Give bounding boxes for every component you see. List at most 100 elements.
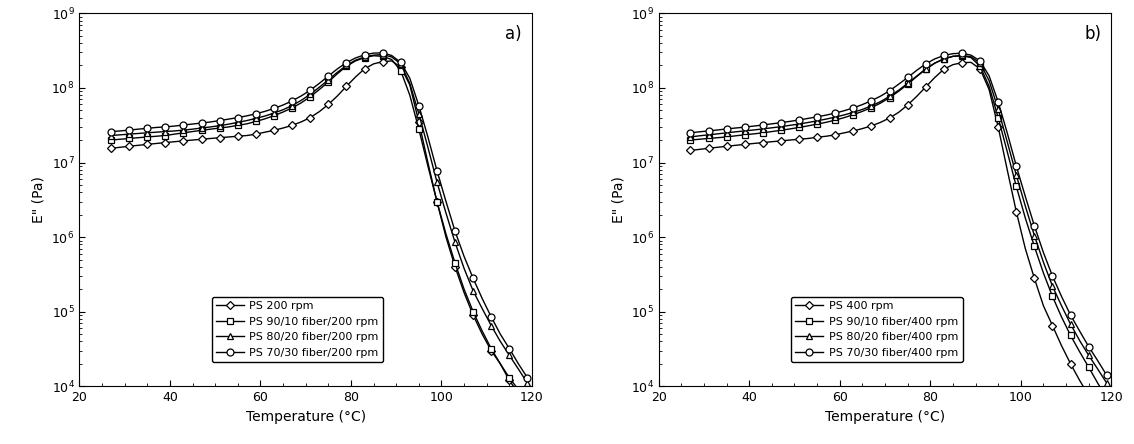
PS 90/10 fiber/200 rpm [204, 127, 218, 132]
PS 80/20 fiber/400 rpm [873, 99, 887, 104]
PS 80/20 fiber/400 rpm [982, 78, 996, 83]
PS 70/30 fiber/200 rpm [339, 60, 353, 65]
PS 80/20 fiber/400 rpm [1046, 283, 1059, 289]
PS 80/20 fiber/400 rpm [811, 118, 824, 123]
PS 80/20 fiber/200 rpm [339, 63, 353, 68]
PS 200 rpm [421, 160, 434, 165]
PS 90/10 fiber/400 rpm [946, 54, 959, 59]
Line: PS 200 rpm: PS 200 rpm [108, 58, 531, 412]
PS 200 rpm [259, 130, 272, 135]
PS 70/30 fiber/200 rpm [150, 125, 163, 130]
PS 70/30 fiber/200 rpm [366, 51, 380, 56]
PS 70/30 fiber/400 rpm [1018, 194, 1032, 199]
PS 200 rpm [466, 313, 480, 318]
PS 80/20 fiber/200 rpm [177, 127, 191, 133]
PS 80/20 fiber/400 rpm [937, 56, 950, 62]
PS 400 rpm [784, 137, 797, 143]
PS 90/10 fiber/200 rpm [484, 346, 498, 351]
PS 400 rpm [793, 137, 806, 142]
PS 80/20 fiber/200 rpm [493, 339, 507, 344]
PS 70/30 fiber/400 rpm [684, 130, 697, 135]
PS 90/10 fiber/200 rpm [439, 231, 452, 237]
PS 200 rpm [268, 128, 281, 133]
PS 70/30 fiber/400 rpm [1036, 250, 1050, 255]
PS 400 rpm [1100, 425, 1114, 430]
PS 80/20 fiber/400 rpm [1091, 366, 1105, 372]
PS 80/20 fiber/400 rpm [829, 115, 843, 120]
PS 400 rpm [702, 146, 716, 151]
PS 80/20 fiber/200 rpm [412, 111, 425, 116]
PS 90/10 fiber/400 rpm [982, 83, 996, 89]
PS 70/30 fiber/200 rpm [104, 129, 118, 134]
PS 90/10 fiber/200 rpm [213, 125, 227, 131]
PS 200 rpm [249, 131, 263, 137]
PS 200 rpm [286, 123, 299, 128]
PS 90/10 fiber/200 rpm [168, 131, 181, 137]
PS 400 rpm [982, 87, 996, 92]
PS 70/30 fiber/400 rpm [784, 119, 797, 124]
PS 70/30 fiber/400 rpm [982, 73, 996, 79]
PS 200 rpm [113, 145, 127, 150]
PS 400 rpm [729, 143, 743, 148]
PS 70/30 fiber/400 rpm [864, 98, 878, 103]
PS 80/20 fiber/200 rpm [439, 210, 452, 216]
PS 80/20 fiber/200 rpm [195, 125, 209, 131]
PS 80/20 fiber/400 rpm [1000, 139, 1014, 144]
PS 200 rpm [240, 133, 254, 138]
PS 90/10 fiber/200 rpm [430, 199, 443, 204]
PS 400 rpm [873, 120, 887, 125]
PS 70/30 fiber/400 rpm [937, 53, 950, 58]
PS 80/20 fiber/200 rpm [331, 70, 345, 75]
PS 90/10 fiber/400 rpm [919, 67, 932, 72]
PS 90/10 fiber/200 rpm [511, 387, 525, 392]
PS 90/10 fiber/400 rpm [829, 118, 843, 123]
PS 80/20 fiber/200 rpm [393, 61, 407, 67]
PS 90/10 fiber/200 rpm [393, 68, 407, 73]
PS 400 rpm [900, 102, 914, 107]
PS 90/10 fiber/200 rpm [186, 129, 200, 134]
PS 400 rpm [747, 141, 761, 146]
PS 90/10 fiber/200 rpm [493, 361, 507, 366]
PS 80/20 fiber/400 rpm [720, 130, 734, 135]
Line: PS 80/20 fiber/400 rpm: PS 80/20 fiber/400 rpm [687, 52, 1110, 387]
PS 70/30 fiber/200 rpm [249, 111, 263, 116]
PS 70/30 fiber/400 rpm [919, 61, 932, 67]
PS 80/20 fiber/200 rpm [240, 118, 254, 123]
PS 90/10 fiber/200 rpm [457, 286, 471, 292]
PS 70/30 fiber/200 rpm [393, 59, 407, 65]
PS 80/20 fiber/400 rpm [1055, 303, 1068, 309]
PS 80/20 fiber/200 rpm [268, 111, 281, 116]
PS 90/10 fiber/400 rpm [882, 95, 896, 100]
Line: PS 70/30 fiber/200 rpm: PS 70/30 fiber/200 rpm [108, 49, 531, 381]
PS 400 rpm [1091, 409, 1105, 415]
PS 90/10 fiber/200 rpm [313, 87, 327, 92]
PS 80/20 fiber/400 rpm [693, 133, 706, 139]
PS 70/30 fiber/200 rpm [286, 98, 299, 103]
PS 90/10 fiber/200 rpm [466, 309, 480, 314]
PS 200 rpm [177, 138, 191, 143]
PS 70/30 fiber/400 rpm [693, 129, 706, 135]
PS 80/20 fiber/200 rpm [475, 306, 489, 311]
PS 80/20 fiber/400 rpm [909, 73, 923, 79]
PS 80/20 fiber/200 rpm [186, 127, 200, 132]
PS 400 rpm [991, 124, 1005, 130]
PS 400 rpm [838, 130, 852, 135]
PS 200 rpm [339, 83, 353, 89]
PS 90/10 fiber/200 rpm [502, 375, 516, 381]
PS 80/20 fiber/200 rpm [502, 353, 516, 358]
PS 200 rpm [484, 348, 498, 353]
X-axis label: Temperature (°C): Temperature (°C) [246, 410, 366, 424]
PS 400 rpm [1000, 167, 1014, 172]
PS 70/30 fiber/200 rpm [304, 87, 318, 93]
PS 80/20 fiber/200 rpm [222, 122, 236, 127]
Line: PS 90/10 fiber/400 rpm: PS 90/10 fiber/400 rpm [687, 52, 1110, 401]
PS 70/30 fiber/400 rpm [738, 124, 752, 130]
PS 80/20 fiber/400 rpm [1009, 172, 1023, 178]
PS 90/10 fiber/200 rpm [150, 134, 163, 139]
PS 90/10 fiber/400 rpm [1100, 395, 1114, 400]
PS 70/30 fiber/400 rpm [909, 67, 923, 73]
PS 90/10 fiber/400 rpm [720, 134, 734, 139]
PS 70/30 fiber/200 rpm [204, 119, 218, 125]
PS 70/30 fiber/400 rpm [720, 126, 734, 131]
PS 400 rpm [829, 132, 843, 138]
